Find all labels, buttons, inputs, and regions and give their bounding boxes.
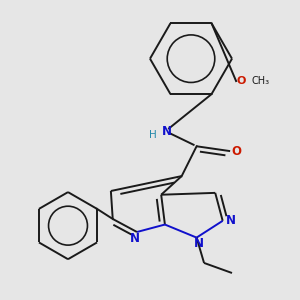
Text: CH₃: CH₃ (252, 76, 270, 86)
Text: O: O (232, 145, 242, 158)
Text: N: N (194, 237, 203, 250)
Text: N: N (162, 125, 172, 138)
Text: H: H (149, 130, 157, 140)
Text: N: N (226, 214, 236, 227)
Text: N: N (130, 232, 140, 245)
Text: O: O (237, 76, 246, 86)
